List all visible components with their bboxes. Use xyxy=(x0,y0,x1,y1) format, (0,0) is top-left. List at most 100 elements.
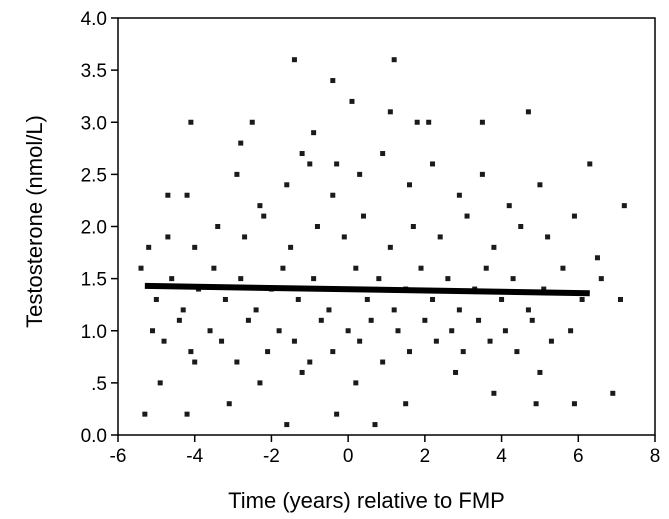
data-point xyxy=(571,213,577,219)
data-point xyxy=(226,401,232,407)
data-point xyxy=(311,276,317,282)
data-point xyxy=(456,307,462,313)
x-tick-label: 6 xyxy=(573,446,584,467)
data-point xyxy=(357,338,363,344)
data-point xyxy=(541,286,547,292)
x-axis-ticks: -6 -4 -2 0 2 4 6 8 xyxy=(110,435,660,467)
data-point xyxy=(430,161,436,167)
data-point xyxy=(537,369,543,375)
data-point xyxy=(276,328,282,334)
data-point xyxy=(222,296,228,302)
data-point xyxy=(188,119,194,125)
data-point xyxy=(165,192,171,198)
data-point xyxy=(491,244,497,250)
y-tick-label: 1.0 xyxy=(81,322,107,343)
data-point xyxy=(453,369,459,375)
data-point xyxy=(449,328,455,334)
data-point xyxy=(387,244,393,250)
data-point xyxy=(491,390,497,396)
data-point xyxy=(253,307,259,313)
data-point xyxy=(299,369,305,375)
data-point xyxy=(326,307,332,313)
data-point xyxy=(407,349,413,355)
data-point xyxy=(387,109,393,115)
data-point xyxy=(621,203,627,209)
data-point xyxy=(192,244,198,250)
data-point xyxy=(314,224,320,229)
data-point xyxy=(295,296,301,302)
data-point xyxy=(353,380,359,386)
data-point xyxy=(234,171,240,177)
data-point xyxy=(479,119,485,125)
data-point xyxy=(368,317,374,323)
data-point xyxy=(403,401,409,407)
data-point xyxy=(483,265,489,271)
data-point xyxy=(410,224,416,229)
data-point xyxy=(265,349,271,355)
axes-frame xyxy=(117,17,656,436)
data-point xyxy=(157,380,163,386)
data-point xyxy=(184,192,190,198)
data-point xyxy=(525,109,531,115)
data-point xyxy=(180,307,186,313)
data-point xyxy=(529,317,535,323)
data-point xyxy=(211,265,217,271)
data-point xyxy=(142,411,148,417)
data-point xyxy=(291,338,297,344)
data-point xyxy=(291,57,297,63)
data-point xyxy=(479,171,485,177)
data-point xyxy=(545,234,551,240)
data-point xyxy=(445,276,451,282)
data-point xyxy=(153,296,159,302)
x-tick-label: 0 xyxy=(343,446,354,467)
data-point xyxy=(376,276,382,282)
data-point xyxy=(533,401,539,407)
data-point xyxy=(514,349,520,355)
data-point xyxy=(510,276,516,282)
data-point xyxy=(594,255,600,261)
y-tick-label: 2.5 xyxy=(81,165,107,186)
data-point xyxy=(391,307,397,313)
data-point xyxy=(284,422,290,428)
data-point xyxy=(307,359,313,365)
plot-area xyxy=(117,17,656,436)
data-point xyxy=(499,296,505,302)
data-point xyxy=(234,359,240,365)
data-point xyxy=(502,328,508,334)
x-tick-label: 4 xyxy=(496,446,507,467)
x-tick-label: -4 xyxy=(186,446,203,467)
points-layer xyxy=(138,57,627,428)
data-point xyxy=(548,338,554,344)
data-point xyxy=(219,338,225,344)
data-point xyxy=(330,78,336,84)
data-point xyxy=(138,265,144,271)
data-point xyxy=(261,213,267,219)
data-point xyxy=(307,161,313,167)
y-tick-label: .5 xyxy=(91,374,107,395)
data-point xyxy=(330,349,336,355)
data-point xyxy=(242,234,248,240)
data-point xyxy=(238,140,244,146)
data-point xyxy=(380,359,386,365)
data-point xyxy=(380,151,386,157)
data-point xyxy=(257,380,263,386)
y-axis-label: Testosterone (nmol/L) xyxy=(22,115,47,328)
data-point xyxy=(537,182,543,188)
data-point xyxy=(257,203,263,209)
data-point xyxy=(146,244,152,250)
trend-layer xyxy=(144,282,590,297)
data-point xyxy=(426,119,432,125)
data-point xyxy=(568,328,574,334)
data-point xyxy=(460,349,466,355)
data-point xyxy=(364,296,370,302)
y-axis-ticks: 0.0 .5 1.0 1.5 2.0 2.5 3.0 3.5 4.0 xyxy=(81,9,118,447)
data-point xyxy=(437,234,443,240)
data-point xyxy=(165,234,171,240)
y-tick-label: 3.5 xyxy=(81,61,107,82)
data-point xyxy=(288,244,294,250)
data-point xyxy=(238,276,244,282)
trend-line xyxy=(144,282,590,297)
data-point xyxy=(617,296,623,302)
data-point xyxy=(334,161,340,167)
